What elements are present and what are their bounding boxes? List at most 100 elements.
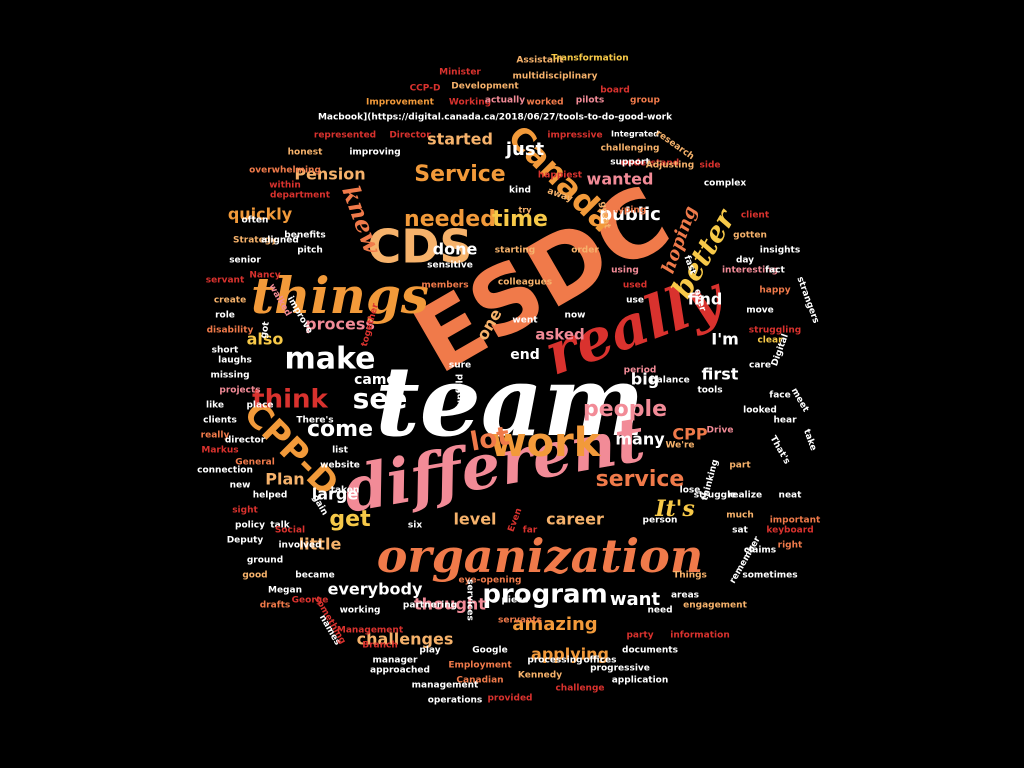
- cloud-word: create: [214, 296, 246, 306]
- cloud-word: important: [770, 516, 821, 526]
- cloud-word: face: [769, 391, 790, 401]
- cloud-word: Social: [275, 526, 305, 536]
- cloud-word: sight: [232, 506, 258, 516]
- cloud-word: many: [615, 430, 665, 449]
- cloud-word: policy: [235, 521, 265, 531]
- cloud-word: engagement: [683, 601, 747, 611]
- cloud-word: drafts: [260, 601, 291, 611]
- cloud-word: Deputy: [227, 536, 264, 546]
- cloud-word: members: [421, 281, 468, 291]
- cloud-word: applying: [531, 645, 609, 664]
- cloud-word: General: [235, 458, 275, 468]
- cloud-word: Branch: [362, 641, 398, 651]
- cloud-word: group: [630, 96, 660, 106]
- cloud-word: needed: [404, 207, 496, 232]
- cloud-word: projects: [219, 386, 260, 396]
- cloud-word: public: [599, 204, 661, 225]
- cloud-word: wanted: [587, 170, 654, 189]
- cloud-word: realize: [728, 491, 762, 501]
- cloud-word: within: [269, 181, 301, 191]
- cloud-word: worked: [526, 98, 563, 108]
- cloud-word: Megan: [268, 586, 302, 596]
- cloud-word: documents: [622, 646, 678, 656]
- cloud-word: day: [736, 256, 754, 266]
- cloud-word: colleagues: [498, 278, 552, 288]
- cloud-word: board: [600, 86, 630, 96]
- cloud-word: George: [292, 596, 329, 606]
- cloud-word: partnering: [403, 601, 457, 611]
- cloud-word: Assistant: [516, 56, 564, 66]
- cloud-word: Minister: [439, 68, 481, 78]
- cloud-word: list: [332, 446, 349, 456]
- cloud-word: laughs: [218, 356, 252, 366]
- cloud-word: CPP: [672, 425, 707, 444]
- cloud-word: part: [729, 461, 751, 471]
- cloud-word: role: [215, 311, 235, 321]
- cloud-word: Service: [414, 162, 505, 187]
- cloud-word: CDS: [367, 220, 472, 274]
- cloud-word: party: [626, 631, 653, 641]
- cloud-word: organization: [377, 529, 704, 583]
- cloud-word: little: [299, 535, 342, 554]
- cloud-word: Strategy: [233, 236, 277, 246]
- cloud-word: sensitive: [427, 261, 473, 271]
- cloud-word: eye-opening: [459, 576, 522, 586]
- cloud-word: quickly: [228, 205, 293, 224]
- cloud-word: pilots: [576, 96, 604, 106]
- cloud-word: piece: [501, 596, 528, 606]
- cloud-word: offices: [583, 656, 616, 666]
- cloud-word: came: [354, 372, 396, 388]
- cloud-word: side: [700, 161, 721, 171]
- cloud-word: I'm: [711, 330, 739, 349]
- cloud-word: Adjusting: [646, 161, 695, 171]
- cloud-word: amazing: [512, 614, 597, 635]
- cloud-word: website: [320, 461, 360, 471]
- cloud-word: Development: [451, 82, 519, 92]
- cloud-word: taken: [331, 486, 360, 496]
- cloud-word: operations: [428, 696, 483, 706]
- cloud-word: missing: [210, 371, 249, 381]
- cloud-word: sat: [732, 526, 748, 536]
- cloud-word: neat: [779, 491, 803, 501]
- cloud-word: challenge: [555, 684, 604, 694]
- cloud-word: senior: [229, 256, 261, 266]
- cloud-word: CCP-D: [410, 84, 441, 94]
- cloud-word: also: [247, 330, 284, 349]
- cloud-word: work: [490, 420, 602, 466]
- cloud-word: six: [408, 521, 422, 531]
- cloud-word: want: [610, 589, 661, 610]
- cloud-word: try: [519, 206, 533, 215]
- cloud-word: benefits: [284, 231, 325, 241]
- cloud-word: far: [523, 526, 538, 536]
- cloud-word: tools: [697, 386, 722, 396]
- cloud-word: Macbook](https://digital.canada.ca/2018/…: [318, 113, 673, 123]
- cloud-word: first: [702, 365, 739, 384]
- cloud-word: used: [623, 281, 647, 291]
- cloud-word: talk: [270, 521, 290, 531]
- cloud-word: happy: [759, 286, 790, 296]
- cloud-word: program: [482, 580, 607, 610]
- cloud-word: things: [251, 266, 429, 325]
- cloud-word: actually: [485, 96, 525, 106]
- cloud-word: great: [597, 201, 612, 230]
- cloud-word: Nancy: [249, 271, 280, 281]
- cloud-word: provided: [487, 694, 532, 704]
- cloud-word: everybody: [328, 580, 423, 599]
- cloud-word: That's: [767, 434, 791, 466]
- cloud-word: Pension: [294, 165, 365, 184]
- cloud-word: Director: [389, 131, 431, 141]
- cloud-word: thought: [414, 595, 486, 614]
- cloud-word: director: [225, 436, 266, 446]
- cloud-word: end: [510, 347, 539, 363]
- cloud-word: multidisciplinary: [513, 72, 598, 82]
- cloud-word: pitch: [297, 246, 323, 256]
- cloud-word: lot: [468, 421, 512, 457]
- cloud-word: kind: [509, 186, 531, 196]
- cloud-word: level: [453, 510, 496, 529]
- cloud-word: career: [546, 510, 604, 529]
- cloud-word: understand: [621, 159, 679, 169]
- cloud-word: struggle: [694, 491, 737, 501]
- cloud-word: balance: [650, 376, 690, 386]
- cloud-word: happiest: [538, 171, 583, 181]
- cloud-word: just: [505, 139, 545, 160]
